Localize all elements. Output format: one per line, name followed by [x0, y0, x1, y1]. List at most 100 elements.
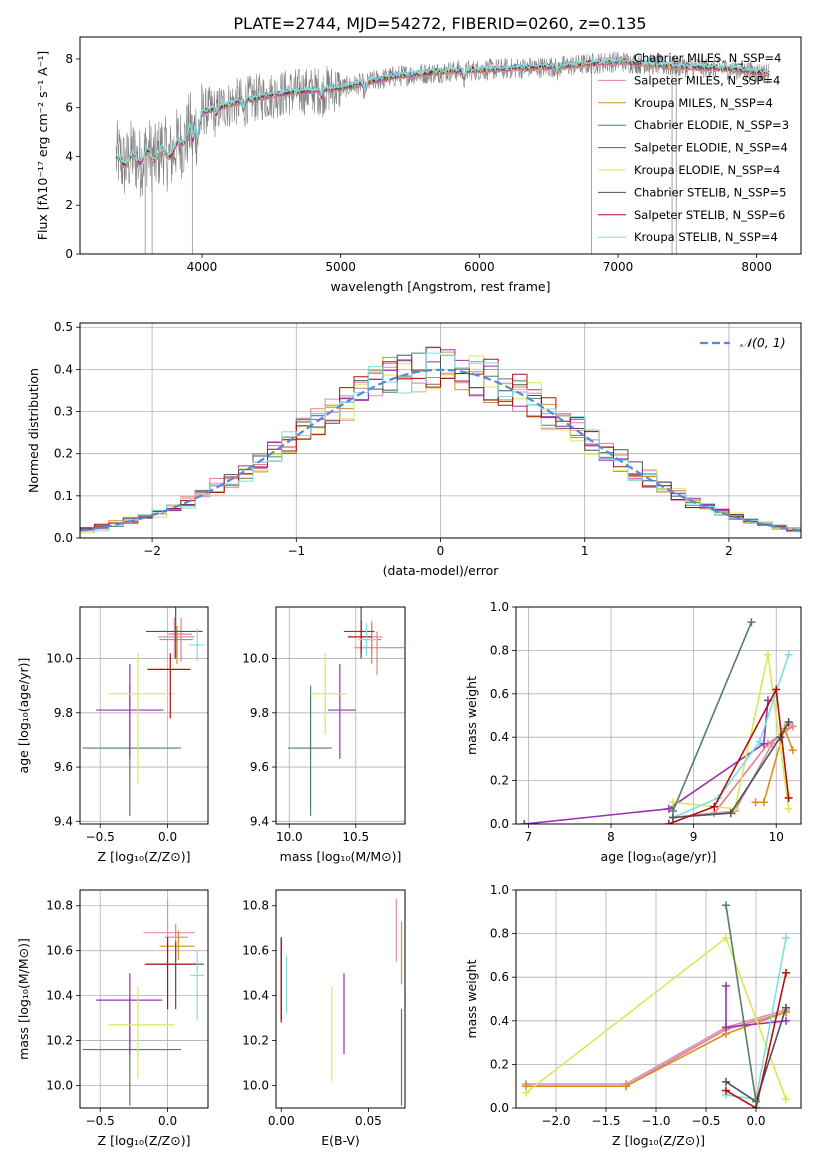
y-tick-label: 10.0: [242, 1079, 269, 1093]
x-tick-label: 10: [769, 830, 784, 844]
x-tick-label: −2.0: [541, 1114, 570, 1128]
mass-vs-metallicity-panel: −0.5 0.0 10.0 10.2 10.4 10.6 10.8 Z [log₁₀(Z/Z⊙…: [16, 889, 209, 1148]
x-axis-label: E(B-V): [321, 1133, 360, 1148]
y-tick-label: 9.4: [250, 814, 269, 828]
y-axis-label: Flux [fλ10⁻¹⁷ erg cm⁻² s⁻¹ A⁻¹]: [35, 51, 50, 240]
x-axis-label: (data-model)/error: [383, 563, 500, 578]
axes-frame: [275, 606, 406, 825]
mass-weight-line: [672, 721, 790, 819]
legend-label: Chabrier ELODIE, N_SSP=3: [634, 118, 789, 132]
plot-area: [280, 898, 403, 1106]
y-tick-label: 0.4: [490, 730, 509, 744]
x-tick-label: 10.0: [276, 830, 303, 844]
x-tick-label: 7: [525, 830, 533, 844]
x-tick-label: 0.05: [355, 1114, 382, 1128]
y-tick-label: 10.4: [46, 989, 73, 1003]
mass-weight-line: [672, 654, 790, 819]
x-axis-label: Z [log₁₀(Z/Z⊙)]: [98, 849, 191, 864]
x-tick-label: −0.5: [86, 1114, 115, 1128]
y-tick-label: 10.0: [46, 652, 73, 666]
x-tick-label: 8: [607, 830, 615, 844]
y-tick-label: 0.2: [490, 774, 509, 788]
x-tick-label: 0.0: [158, 1114, 177, 1128]
legend-label: Salpeter STELIB, N_SSP=6: [634, 208, 785, 222]
y-tick-label: 10.2: [46, 1034, 73, 1048]
legend-label: Salpeter ELODIE, N_SSP=4: [634, 141, 788, 155]
y-tick-label: 10.0: [242, 652, 269, 666]
mass-weight-line: [672, 621, 753, 812]
y-tick-label: 9.8: [54, 706, 73, 720]
x-tick-label: −0.5: [691, 1114, 720, 1128]
y-tick-label: 9.4: [54, 814, 73, 828]
y-tick-label: 0.4: [490, 1014, 509, 1028]
y-tick-label: 0: [65, 247, 73, 261]
weight-vs-metallicity-panel: −2.0 −1.5 −1.0 −0.5 0.0 0.0 0.2 0.4 0.6 0.8 1.0 Z […: [464, 883, 802, 1148]
age-vs-mass-panel: 10.0 10.5 9.4 9.6 9.8 10.0 mass [log₁₀(M/M⊙)]: [242, 606, 406, 864]
y-tick-label: 10.2: [242, 1034, 269, 1048]
x-tick-label: 6000: [464, 260, 495, 274]
x-axis-label: mass [log₁₀(M/M⊙)]: [280, 849, 402, 864]
y-tick-label: 1.0: [490, 600, 509, 614]
x-axis-label: wavelength [Angstrom, rest frame]: [330, 279, 550, 294]
x-tick-label: 1: [581, 544, 589, 558]
y-axis-label: age [log₁₀(age/yr)]: [16, 658, 31, 774]
mass-weight-line: [725, 972, 787, 1108]
y-axis-label: mass weight: [464, 676, 479, 755]
y-tick-label: 10.6: [242, 944, 269, 958]
x-axis-label: age [log₁₀(age/yr)]: [601, 849, 717, 864]
mass-weight-line: [524, 700, 769, 824]
y-tick-label: 0.2: [490, 1057, 509, 1071]
y-tick-label: 0.0: [490, 1101, 509, 1115]
y-tick-label: 9.8: [250, 706, 269, 720]
y-axis-label: mass weight: [464, 959, 479, 1038]
mass-weight-line: [672, 654, 790, 810]
plot-area: [80, 323, 801, 538]
axes-frame: [515, 889, 802, 1109]
y-tick-label: 0.6: [490, 970, 509, 984]
plot-area: [80, 890, 208, 1108]
x-tick-label: 9: [690, 830, 698, 844]
x-axis-label: Z [log₁₀(Z/Z⊙)]: [98, 1133, 191, 1148]
y-tick-label: 0.2: [54, 447, 73, 461]
plot-area: [516, 890, 801, 1108]
x-tick-label: 8000: [741, 260, 772, 274]
y-tick-label: 2: [65, 198, 73, 212]
legend-label: Kroupa MILES, N_SSP=4: [634, 96, 773, 110]
x-tick-label: 4000: [187, 260, 218, 274]
axes-frame: [515, 606, 802, 825]
x-tick-label: −1: [287, 544, 305, 558]
legend-label: Kroupa ELODIE, N_SSP=4: [634, 163, 780, 177]
x-tick-label: 10.5: [342, 830, 369, 844]
residuals-panel: −2 −1 0 1 2 0.0 0.1 0.2 0.3 0.4 0.5 (data-model)/er…: [26, 320, 802, 578]
y-tick-label: 0.1: [54, 489, 73, 503]
spectrum-panel: 4000 5000 6000 7000 8000 0 2 4 6 8 wavelength [Ang…: [35, 36, 802, 294]
y-tick-label: 0.5: [54, 320, 73, 334]
plot-area: [115, 51, 770, 254]
y-tick-label: 4: [65, 149, 73, 163]
mass-weight-line: [725, 905, 757, 1102]
x-tick-label: 0.0: [746, 1114, 765, 1128]
normal-curve: [80, 368, 801, 532]
y-tick-label: 0.0: [54, 531, 73, 545]
y-tick-label: 9.6: [250, 760, 269, 774]
y-tick-label: 10.4: [242, 989, 269, 1003]
legend-label: Chabrier STELIB, N_SSP=5: [634, 185, 786, 199]
legend-label: Chabrier MILES, N_SSP=4: [634, 51, 781, 65]
y-tick-label: 10.0: [46, 1079, 73, 1093]
y-tick-label: 0.8: [490, 927, 509, 941]
mass-weight-line: [668, 686, 790, 824]
residuals-legend: 𝒩(0, 1): [700, 335, 786, 350]
mass-weight-line: [526, 1011, 787, 1087]
axes-frame: [79, 36, 802, 255]
plot-area: [276, 607, 405, 824]
x-tick-label: 0.0: [158, 830, 177, 844]
x-tick-label: −0.5: [86, 830, 115, 844]
y-tick-label: 6: [65, 101, 73, 115]
mass-weight-line: [755, 725, 794, 804]
spectrum-data-line: [115, 51, 770, 198]
mass-vs-ebv-panel: 0.00 0.05 10.0 10.2 10.4 10.6 10.8 E(B-V): [242, 889, 406, 1148]
spectrum-legend: Chabrier MILES, N_SSP=4 Salpeter MILES, N…: [598, 51, 789, 244]
y-axis-label: mass [log₁₀(M/M⊙)]: [16, 938, 31, 1060]
plot-area: [516, 607, 801, 824]
x-tick-label: 0.00: [268, 1114, 295, 1128]
